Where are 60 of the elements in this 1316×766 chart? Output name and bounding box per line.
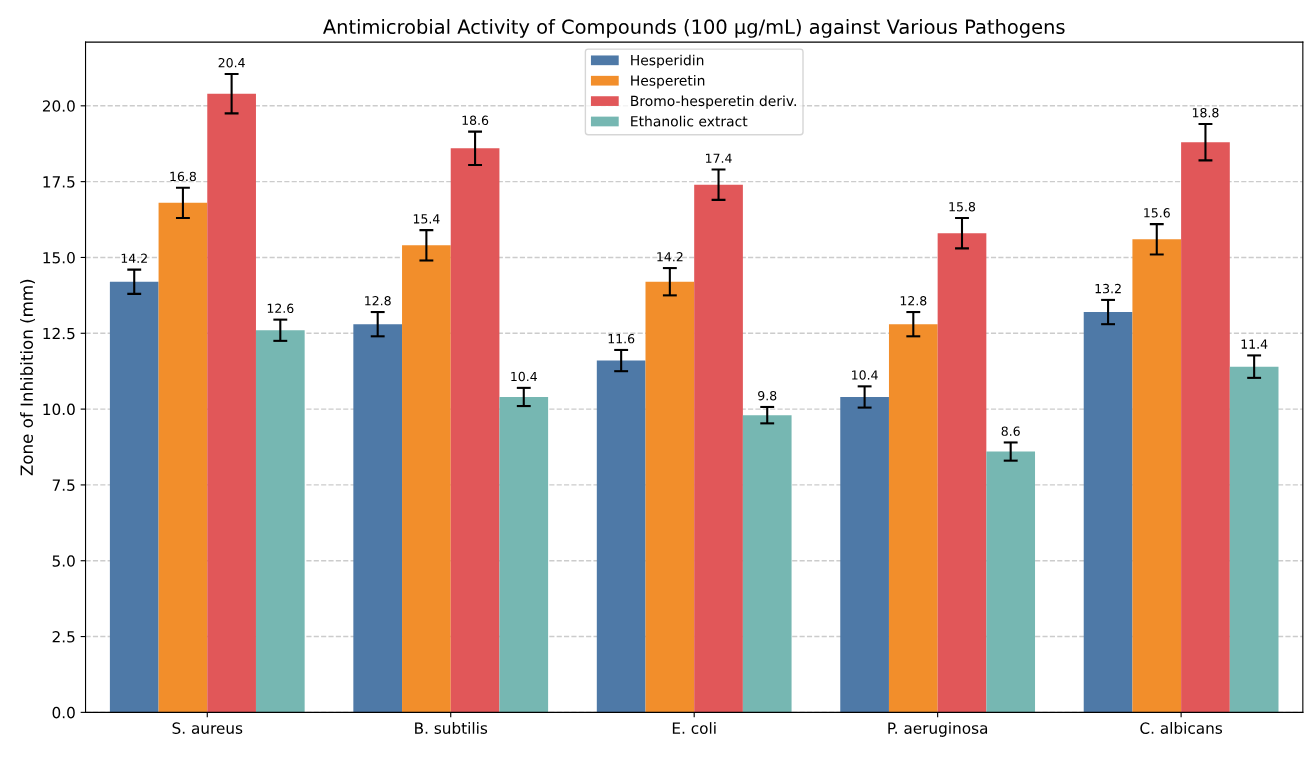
data-label: 11.6 [608,333,635,344]
bar [1132,239,1182,713]
bar [402,245,451,713]
y-tick-label: 10.0 [43,403,75,416]
data-label: 17.4 [705,153,732,163]
y-tick-label: 2.5 [52,631,75,643]
x-tick-label: B. subtilis [415,722,488,734]
y-tick-label: 15.0 [43,251,75,264]
data-label: 11.4 [1241,339,1268,349]
legend-label: Bromo-hesperetin deriv. [631,95,796,109]
bar [1083,312,1133,713]
data-label: 20.4 [218,57,245,68]
data-label: 8.6 [1001,426,1020,436]
bar [645,281,695,713]
y-tick-label: 12.5 [43,327,75,340]
y-tick-label: 0.0 [52,706,75,719]
bar [840,396,889,713]
legend-label: Hesperetin [631,75,705,89]
x-tick-label: C. albicans [1140,722,1223,734]
y-tick-label: 7.5 [52,479,75,491]
x-tick-label: E. coli [672,722,716,734]
bar [207,93,256,713]
data-label: 14.2 [657,252,683,262]
chart-title: Antimicrobial Activity of Compounds (100 µg/mL) against Various Pathogens [323,19,1065,38]
bar [353,324,403,713]
data-label: 16.8 [170,171,196,182]
data-label: 12.8 [365,296,391,306]
bar [450,148,500,713]
bar [1229,366,1279,713]
bar [158,202,208,713]
bar [109,281,159,713]
bar [1181,142,1230,713]
legend-label: Ethanolic extract [631,115,748,127]
bar [986,451,1036,713]
data-label: 10.4 [852,370,878,380]
bar [937,233,987,713]
y-tick-label: 5.0 [52,555,75,567]
legend-label: Hesperidin [631,54,704,69]
y-tick-label: 17.5 [43,176,75,188]
data-label: 9.8 [758,390,777,401]
data-label: 12.6 [267,303,294,314]
data-label: 14.2 [121,253,147,263]
data-label: 10.4 [511,371,537,382]
y-axis-title: Zone of Inhibition (mm) [20,279,35,476]
data-label: 15.6 [1144,208,1170,218]
data-label: 15.8 [949,201,976,212]
y-tick-label: 20.0 [42,100,75,112]
bar [499,396,549,713]
bar [888,324,938,713]
x-tick-label: S. aureus [172,722,243,734]
data-label: 13.2 [1095,283,1121,294]
data-label: 15.4 [413,214,440,224]
bar [255,330,305,713]
data-label: 18.8 [1192,107,1219,118]
data-label: 12.8 [900,296,927,306]
bar [694,184,743,713]
bar [596,360,646,713]
bar [742,415,792,713]
data-label: 18.6 [462,115,489,126]
x-tick-label: P. aeruginosa [888,722,988,737]
